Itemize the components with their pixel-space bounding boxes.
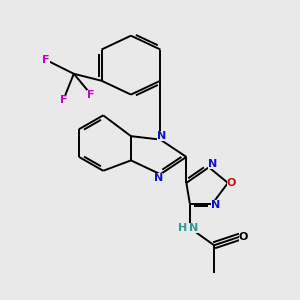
Text: N: N	[154, 173, 163, 183]
Text: F: F	[60, 95, 67, 105]
Text: F: F	[87, 90, 95, 100]
Text: O: O	[227, 178, 236, 188]
Text: N: N	[189, 223, 198, 233]
Text: N: N	[208, 159, 217, 169]
Text: N: N	[158, 131, 167, 141]
Text: F: F	[42, 55, 50, 65]
Text: H: H	[178, 223, 187, 233]
Text: O: O	[239, 232, 248, 242]
Text: N: N	[211, 200, 220, 210]
